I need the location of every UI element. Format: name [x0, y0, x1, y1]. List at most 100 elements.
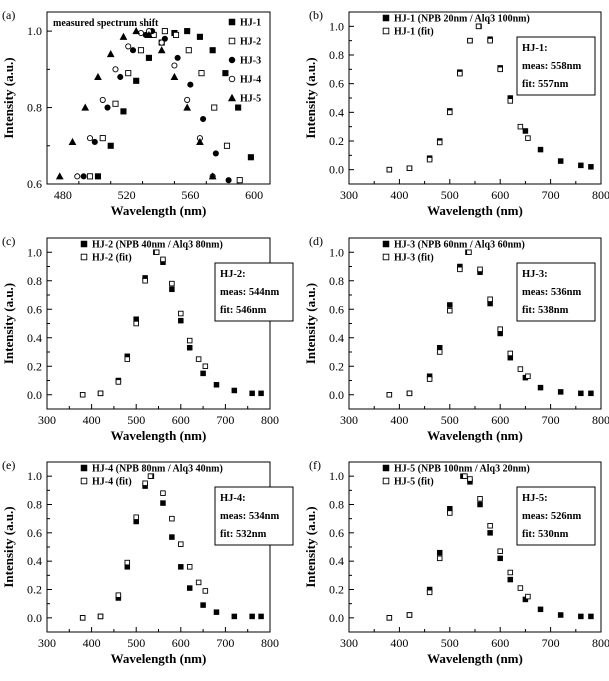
legend-label: HJ-2 (NPB 40nm / Alq3 80nm) — [92, 240, 223, 251]
data-point — [124, 356, 131, 362]
data-point — [447, 109, 453, 116]
data-point — [106, 50, 115, 58]
data-point — [129, 47, 137, 54]
data-point — [195, 356, 202, 362]
legend-marker — [228, 75, 236, 83]
series-HJ-1 — [94, 28, 254, 180]
legend-marker — [382, 14, 390, 22]
legend-marker — [80, 240, 88, 248]
data-point — [386, 615, 393, 621]
plot-frame — [46, 11, 271, 185]
data-point — [160, 500, 166, 506]
x-tick-label: 300 — [38, 636, 56, 650]
chart-panel-e: (e) 300 400 500 600 700 800 0.0 0.2 0.4 0.6 0.8 1.0 W… — [1, 458, 294, 666]
x-tick-label: 600 — [245, 188, 263, 202]
data-point — [183, 103, 192, 111]
y-tick-label: 0.6 — [329, 526, 344, 540]
data-point — [186, 564, 193, 570]
data-point — [211, 104, 218, 111]
info-box-meas: meas: 544nm — [220, 287, 279, 298]
data-point — [202, 363, 209, 370]
data-point — [487, 37, 493, 44]
x-tick-label: 500 — [127, 413, 145, 427]
legend-marker — [80, 464, 88, 472]
data-point — [145, 30, 153, 38]
data-point — [99, 135, 106, 142]
data-point — [68, 137, 77, 146]
data-point — [213, 609, 220, 615]
series-HJ-5 (NPB 100nm / Alq3 20nm) — [386, 473, 594, 621]
data-point — [231, 387, 238, 394]
x-tick-label: 480 — [54, 188, 72, 202]
data-point — [200, 115, 207, 123]
data-point — [497, 548, 503, 555]
data-point — [184, 28, 191, 35]
data-point — [497, 555, 503, 562]
info-box-meas: meas: 534nm — [220, 511, 279, 522]
x-tick-label: 400 — [83, 636, 101, 650]
info-box — [516, 262, 596, 322]
data-point — [578, 162, 584, 169]
data-point — [258, 613, 264, 620]
data-point — [161, 35, 168, 42]
data-point — [457, 70, 463, 77]
y-tick-label: 0.6 — [27, 302, 42, 316]
data-point — [436, 349, 443, 355]
data-point — [236, 177, 243, 184]
legend-label: HJ-1 (NPB 20nm / Alq3 100nm) — [394, 14, 530, 25]
data-point — [160, 490, 166, 496]
y-tick-label: 0.0 — [329, 388, 344, 402]
data-point — [467, 476, 473, 482]
series-HJ-4 — [74, 28, 216, 180]
data-point — [475, 23, 482, 30]
y-tick-label: 0.2 — [27, 583, 42, 597]
data-point — [588, 164, 594, 170]
x-tick-label: 400 — [83, 413, 101, 427]
y-tick-label: 1.0 — [329, 245, 344, 259]
data-point — [497, 326, 503, 332]
data-point — [133, 320, 139, 327]
legend-marker — [382, 27, 390, 35]
chart-panel-b: (b) 300 400 500 600 700 800 0.0 0.2 0.4 0.6 0.8 1.0 W… — [303, 8, 609, 218]
panel-letter: (d) — [309, 234, 323, 248]
data-point — [133, 77, 140, 84]
data-point — [119, 32, 128, 40]
x-tick-label: 700 — [542, 413, 560, 427]
y-axis-title: Intensity (a.u.) — [303, 57, 318, 138]
data-point — [169, 515, 175, 522]
x-tick-label: 700 — [216, 636, 234, 650]
y-tick-label: 1.0 — [329, 19, 344, 33]
x-tick-label: 500 — [441, 636, 459, 650]
y-tick-label: 0.2 — [27, 359, 42, 373]
data-point — [74, 173, 81, 180]
y-tick-label: 0.4 — [329, 331, 344, 345]
x-tick-label: 800 — [592, 188, 609, 202]
y-tick-label: 0.8 — [27, 274, 42, 288]
data-point — [55, 172, 64, 180]
info-box — [214, 486, 294, 546]
data-point — [386, 166, 393, 173]
y-axis-title: Intensity (a.u.) — [1, 506, 16, 587]
x-tick-label: 500 — [441, 413, 459, 427]
data-point — [169, 286, 175, 293]
info-box-meas: meas: 526nm — [522, 511, 581, 522]
x-tick-label: 800 — [261, 636, 279, 650]
legend-marker — [80, 253, 88, 261]
data-point — [142, 480, 148, 487]
data-point — [137, 47, 145, 54]
legend-label: HJ-2 (fit) — [92, 253, 132, 264]
x-tick-label: 300 — [340, 413, 358, 427]
data-point — [200, 370, 206, 377]
data-point — [507, 569, 514, 576]
legend-label: HJ-5 (NPB 100nm / Alq3 20nm) — [394, 464, 530, 475]
data-point — [174, 54, 181, 61]
legend-label: HJ-2 — [240, 37, 261, 48]
data-point — [195, 579, 202, 586]
data-point — [186, 585, 193, 591]
data-point — [426, 156, 433, 163]
info-box-fit: fit: 557nm — [522, 79, 569, 90]
data-point — [487, 530, 493, 536]
y-tick-label: 0.8 — [27, 101, 42, 115]
x-tick-label: 300 — [340, 636, 358, 650]
info-box-fit: fit: 546nm — [220, 305, 267, 316]
